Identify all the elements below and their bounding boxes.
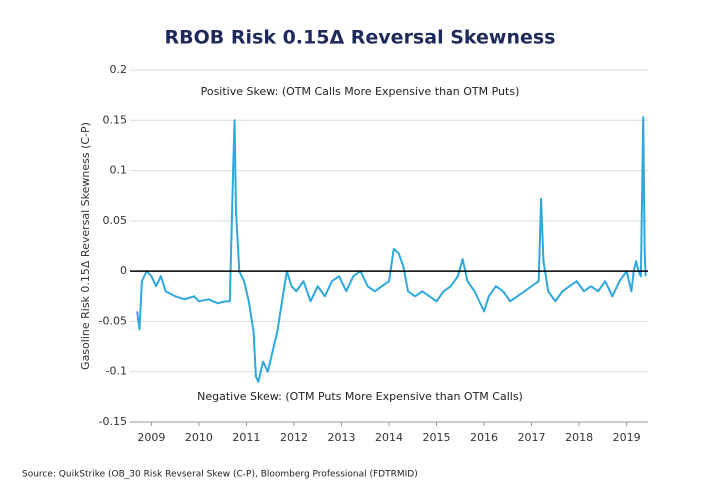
chart-title: RBOB Risk 0.15Δ Reversal Skewness	[165, 27, 556, 49]
x-tick-label: 2009	[137, 431, 165, 444]
x-tick-label: 2010	[185, 431, 213, 444]
y-tick-label: 0.1	[110, 164, 128, 177]
source: Source: QuikStrike (OB_30 Risk Revseral …	[22, 470, 418, 480]
x-tick-label: 2018	[565, 431, 593, 444]
y-tick-label: 0	[120, 264, 127, 277]
x-tick-label: 2012	[280, 431, 308, 444]
y-tick-label: -0.05	[99, 314, 127, 327]
y-tick-label: -0.15	[99, 415, 127, 428]
line	[136, 116, 647, 383]
x-tick-label: 2015	[423, 431, 451, 444]
x-tick-label: 2013	[327, 431, 355, 444]
x-tick-label: 2019	[613, 431, 641, 444]
annotation: Negative Skew: (OTM Puts More Expensive …	[197, 390, 523, 403]
x-tick-label: 2017	[518, 431, 546, 444]
y-tick-label: 0.15	[103, 113, 128, 126]
x-tick-label: 2016	[470, 431, 498, 444]
y-tick-label: 0.05	[103, 214, 128, 227]
y-tick-label: -0.1	[106, 365, 127, 378]
annotation: Positive Skew: (OTM Calls More Expensive…	[201, 85, 520, 98]
x-tick-label: 2011	[232, 431, 260, 444]
y-tick-label: 0.2	[110, 63, 128, 76]
y-axis-label: Gasoline Risk 0.15Δ Reversal Skewness (C…	[79, 122, 92, 370]
x-tick-label: 2014	[375, 431, 403, 444]
